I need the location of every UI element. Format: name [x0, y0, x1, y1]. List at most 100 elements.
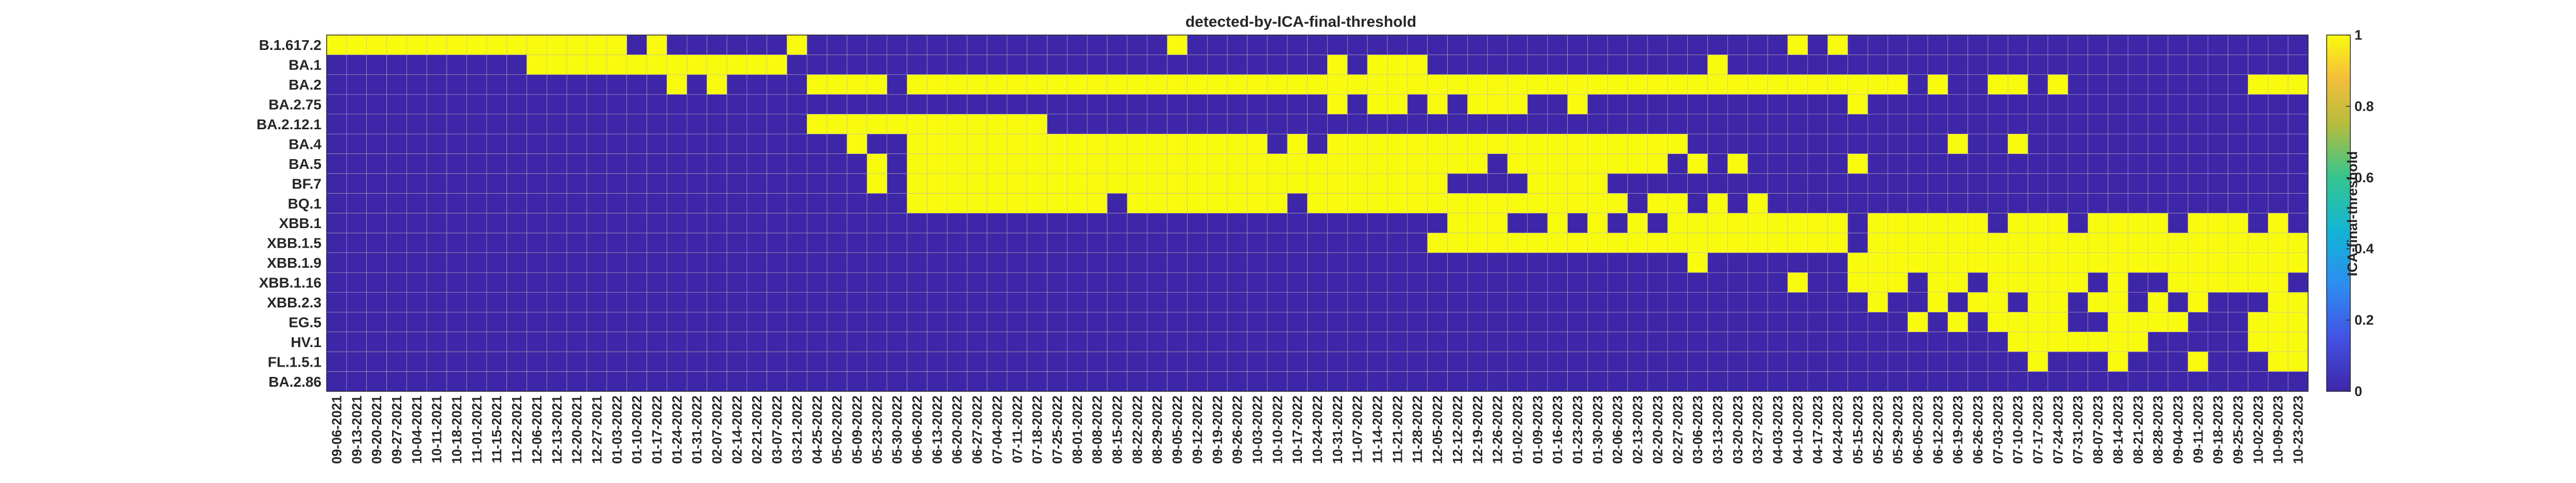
heatmap-cell [706, 332, 727, 352]
heatmap-cell [1747, 252, 1768, 273]
heatmap-cell [2147, 272, 2168, 293]
heatmap-cell [867, 332, 888, 352]
heatmap-cell [506, 292, 527, 313]
column-label: 08-01-2022 [1070, 395, 1085, 464]
heatmap-cell [1767, 332, 1788, 352]
colorbar-label: ICA-final-threshold [2345, 151, 2360, 277]
heatmap-cell [1807, 74, 1828, 95]
heatmap-cell [1927, 213, 1948, 233]
heatmap-cell [1467, 34, 1488, 55]
heatmap-cell [527, 114, 547, 134]
heatmap-cell [1968, 74, 1988, 95]
heatmap-cell [2027, 94, 2048, 115]
heatmap-cell [326, 233, 347, 253]
heatmap-cell [486, 94, 507, 115]
heatmap-cell [1127, 312, 1148, 332]
heatmap-cell [2067, 371, 2088, 392]
heatmap-cell [1507, 371, 1528, 392]
heatmap-cell [2147, 292, 2168, 313]
heatmap-cell [1687, 351, 1708, 372]
column-label: 11-01-2021 [469, 395, 484, 463]
heatmap-cell [846, 193, 868, 214]
column-label: 12-05-2022 [1430, 395, 1445, 464]
heatmap-cell [1547, 153, 1568, 174]
heatmap-cell [1487, 213, 1508, 233]
heatmap-cell [1347, 332, 1368, 352]
heatmap-cell [1127, 55, 1148, 75]
heatmap-cell [1927, 193, 1948, 214]
heatmap-cell [1747, 74, 1768, 95]
heatmap-cell [686, 371, 707, 392]
heatmap-cell [586, 173, 607, 194]
heatmap-cell [1727, 233, 1748, 253]
column-label: 06-20-2022 [950, 395, 965, 464]
heatmap-cell [606, 133, 628, 154]
heatmap-cell [1627, 252, 1648, 273]
heatmap-cell [406, 133, 427, 154]
heatmap-cell [1367, 34, 1388, 55]
heatmap-cell [1547, 133, 1568, 154]
heatmap-cell [1027, 252, 1047, 273]
heatmap-cell [2027, 114, 2048, 134]
heatmap-cell [1527, 55, 1548, 75]
heatmap-cell [1327, 233, 1348, 253]
heatmap-cell [586, 252, 607, 273]
heatmap-cell [626, 153, 647, 174]
row-label: BF.7 [292, 176, 321, 192]
heatmap-cell [1447, 252, 1468, 273]
heatmap-cell [1727, 133, 1748, 154]
heatmap-cell [1968, 351, 1988, 372]
heatmap-cell [1747, 153, 1768, 174]
heatmap-cell [1027, 94, 1047, 115]
heatmap-cell [1367, 292, 1388, 313]
heatmap-cell [1407, 213, 1428, 233]
heatmap-cell [1627, 34, 1648, 55]
heatmap-cell [586, 272, 607, 293]
heatmap-cell [1287, 74, 1308, 95]
heatmap-cell [1267, 173, 1288, 194]
heatmap-cell [1147, 173, 1167, 194]
heatmap-cell [1047, 252, 1067, 273]
heatmap-cell [1927, 34, 1948, 55]
heatmap-cell [506, 272, 527, 293]
heatmap-cell [1167, 233, 1188, 253]
heatmap-cell [1407, 94, 1428, 115]
heatmap-cell [826, 312, 848, 332]
heatmap-cell [1007, 193, 1027, 214]
heatmap-cell [1187, 252, 1208, 273]
heatmap-cell [626, 55, 647, 75]
heatmap-cell [1207, 272, 1228, 293]
heatmap-cell [1487, 312, 1508, 332]
heatmap-cell [1887, 74, 1908, 95]
heatmap-cell [1587, 133, 1608, 154]
heatmap-cell [2167, 252, 2189, 273]
heatmap-cell [1848, 74, 1868, 95]
heatmap-cell [1467, 213, 1488, 233]
heatmap-cell [1527, 74, 1548, 95]
heatmap-cell [2147, 133, 2168, 154]
heatmap-cell [426, 312, 447, 332]
heatmap-cell [466, 213, 487, 233]
column-label: 10-23-2023 [2291, 395, 2306, 464]
heatmap-cell [967, 153, 988, 174]
heatmap-cell [2067, 213, 2088, 233]
heatmap-cell [667, 252, 687, 273]
heatmap-cell [647, 153, 667, 174]
heatmap-cell [1227, 34, 1248, 55]
heatmap-cell [767, 74, 787, 95]
heatmap-cell [466, 233, 487, 253]
heatmap-cell [1387, 272, 1408, 293]
heatmap-cell [547, 233, 567, 253]
heatmap-cell [1667, 94, 1688, 115]
heatmap-cell [1227, 114, 1248, 134]
heatmap-cell [1487, 34, 1508, 55]
heatmap-cell [1848, 332, 1868, 352]
column-label: 03-06-2023 [1690, 395, 1705, 464]
heatmap-cell [2167, 371, 2189, 392]
heatmap-cell [566, 213, 587, 233]
heatmap-cell [2007, 34, 2028, 55]
heatmap-cell [2248, 371, 2268, 392]
heatmap-cell [1027, 34, 1047, 55]
heatmap-cell [846, 233, 868, 253]
heatmap-cell [1667, 272, 1688, 293]
